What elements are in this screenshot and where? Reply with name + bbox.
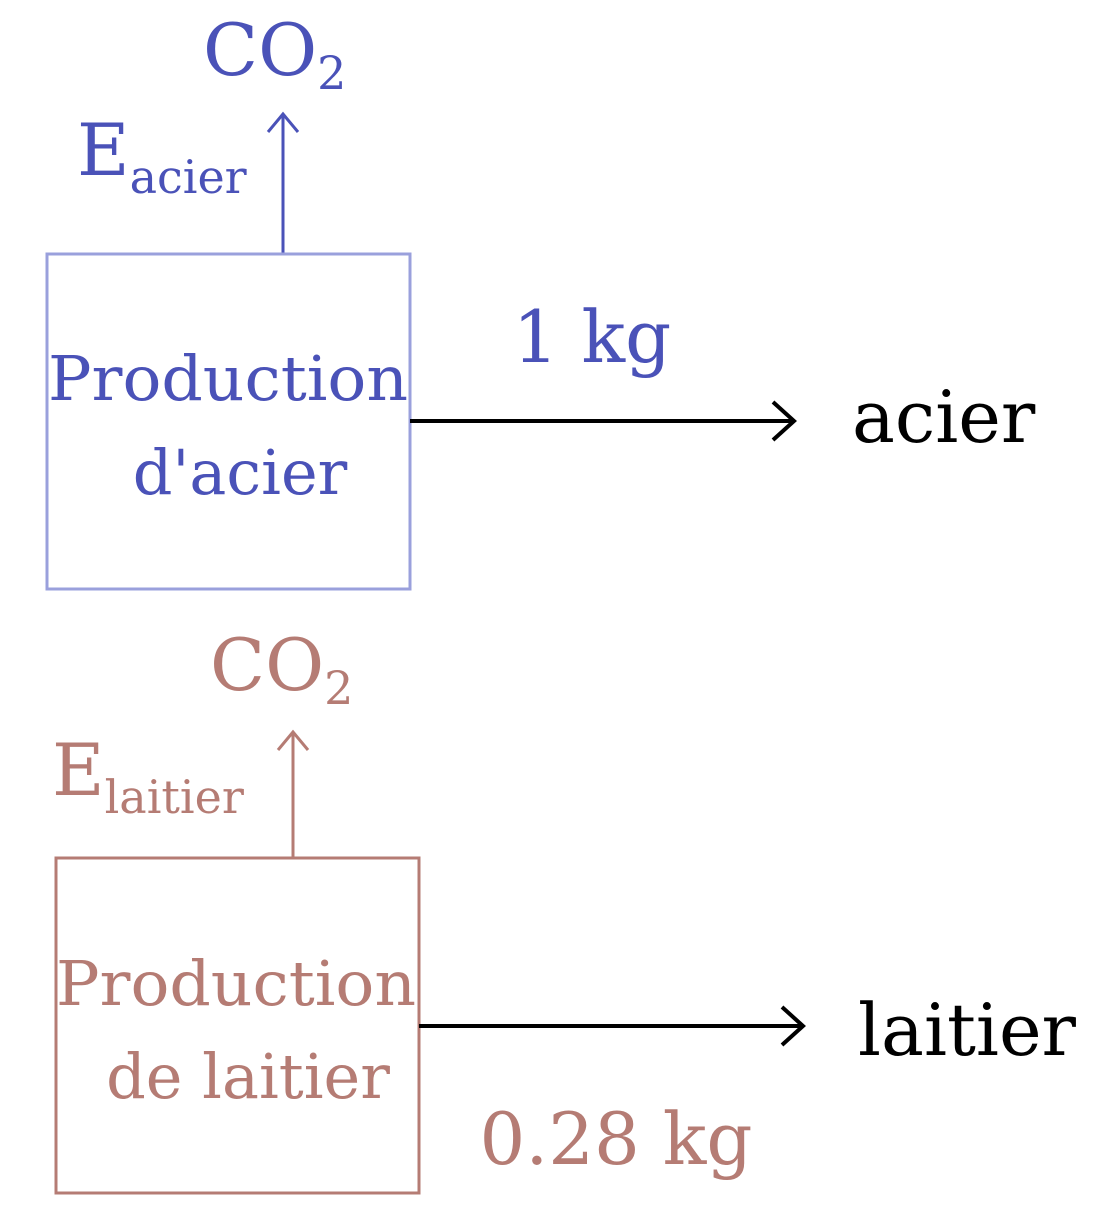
slag-box-line2: de laitier [106,1040,390,1113]
slag-emission-label: Elaitier [52,728,244,824]
slag-output-arrow [419,1005,806,1047]
slag-co2-text: CO [210,623,324,707]
steel-co2-text: CO [203,8,317,92]
slag-quantity-label: 0.28 kg [480,1097,753,1181]
steel-quantity-label: 1 kg [513,295,671,379]
slag-process-box [54,856,421,1195]
steel-process: CO2 Eacier Production d'acier 1 kg acier [45,8,1036,591]
slag-co2-label: CO2 [210,623,353,715]
steel-output-arrow [410,400,797,442]
slag-box-line1: Production [56,947,416,1020]
steel-emission-label: Eacier [77,108,247,204]
slag-co2-subscript: 2 [324,661,353,715]
steel-emission-subscript: acier [130,150,247,204]
slag-emission-arrow [276,729,310,858]
slag-emission-symbol: E [52,728,105,812]
slag-emission-subscript: laitier [105,770,244,824]
steel-box-line1: Production [48,342,408,415]
steel-emission-arrow [266,111,300,254]
slag-process: CO2 Elaitier Production de laitier 0.28 … [52,623,1077,1195]
slag-output-label: laitier [858,988,1077,1072]
steel-output-label: acier [852,375,1036,459]
steel-emission-symbol: E [77,108,130,192]
steel-co2-label: CO2 [203,8,346,100]
steel-co2-subscript: 2 [317,46,346,100]
steel-process-box [45,252,412,591]
steel-box-line2: d'acier [133,436,348,509]
